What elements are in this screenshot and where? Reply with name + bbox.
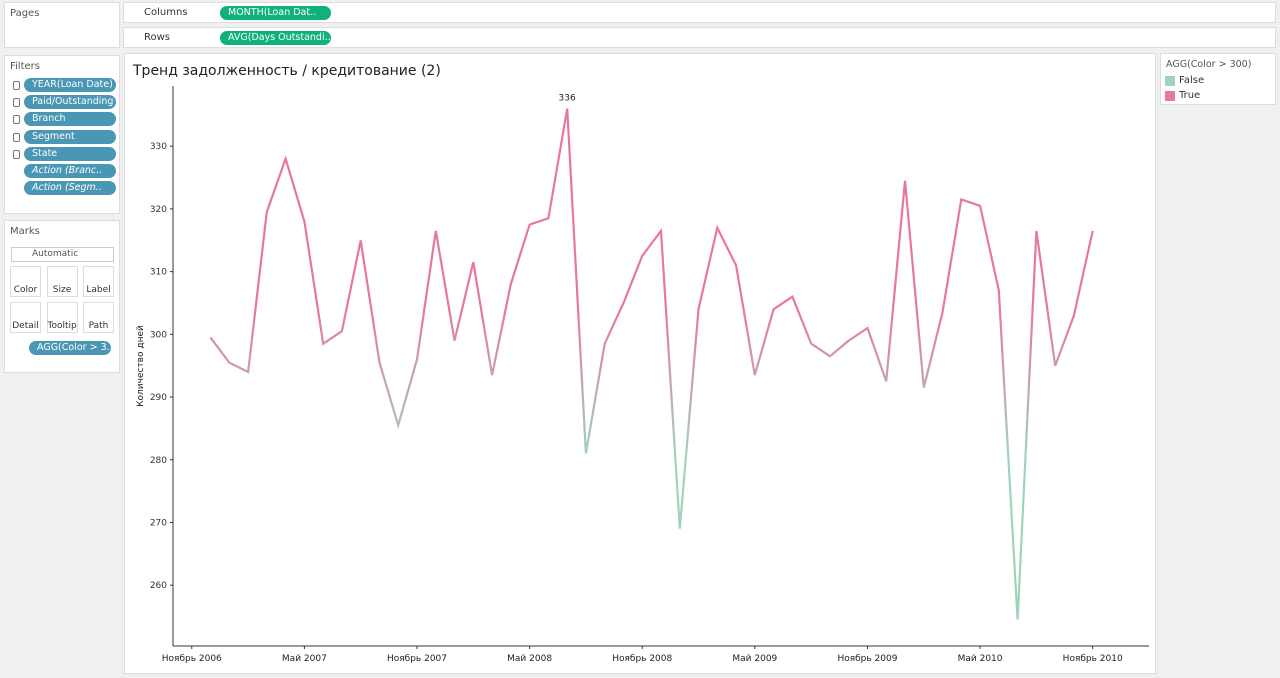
legend-title: AGG(Color > 300) <box>1166 59 1252 70</box>
marks-pill[interactable]: AGG(Color > 3.. <box>29 341 111 355</box>
legend-swatch <box>1165 76 1175 86</box>
y-tick-label: 310 <box>150 268 167 278</box>
filter-pill[interactable]: State <box>24 146 116 161</box>
rows-pill[interactable]: AVG(Days Outstandi.. <box>220 31 331 45</box>
data-line <box>209 108 1094 620</box>
y-tick-label: 330 <box>150 142 167 152</box>
pages-title: Pages <box>10 8 40 19</box>
legend-panel: AGG(Color > 300) False True <box>1160 53 1276 105</box>
x-tick-label: Май 2010 <box>958 654 1003 664</box>
filter-icon <box>13 81 20 90</box>
legend-swatch <box>1165 91 1175 101</box>
columns-shelf: Columns MONTH(Loan Dat.. <box>123 2 1276 23</box>
filter-icon <box>13 149 20 159</box>
mark-button[interactable]: Tooltip <box>46 302 78 333</box>
x-tick-label: Ноябрь 2006 <box>162 654 222 664</box>
y-tick-label: 280 <box>150 456 167 466</box>
pages-panel: Pages <box>4 2 120 48</box>
y-axis-label: Количество дней <box>136 325 146 407</box>
marks-panel: Marks Automatic AGG(Color > 3.. Color Siz… <box>4 220 120 373</box>
filter-pill[interactable]: Action (Branc.. <box>24 164 116 178</box>
filter-icon <box>13 98 20 108</box>
legend-label: False <box>1179 75 1205 86</box>
mark-button[interactable]: Size <box>46 266 78 297</box>
x-tick-label: Май 2009 <box>732 654 777 664</box>
filter-icon <box>13 115 20 125</box>
mark-button[interactable]: Detail <box>10 302 41 333</box>
mark-button[interactable]: Label <box>83 266 114 297</box>
filter-pill[interactable]: YEAR(Loan Date) <box>24 78 116 92</box>
x-tick-label: Ноябрь 2008 <box>612 654 672 664</box>
y-tick-label: 300 <box>150 330 167 340</box>
columns-label: Columns <box>144 7 188 18</box>
rows-shelf: Rows AVG(Days Outstandi.. <box>123 27 1276 48</box>
filter-pill[interactable]: Paid/Outstanding <box>24 95 116 110</box>
marks-title: Marks <box>10 226 40 237</box>
y-tick-label: 260 <box>150 581 167 591</box>
y-tick-label: 320 <box>150 205 167 215</box>
mark-button[interactable]: Color <box>10 266 41 297</box>
columns-pill[interactable]: MONTH(Loan Dat.. <box>220 6 331 20</box>
x-tick-label: Ноябрь 2009 <box>837 654 897 664</box>
rows-label: Rows <box>144 32 171 43</box>
mark-type-dropdown[interactable]: Automatic <box>11 247 114 262</box>
filter-pill[interactable]: Branch <box>24 112 116 127</box>
filters-title: Filters <box>10 61 40 72</box>
filter-pill[interactable]: Action (Segm.. <box>24 181 116 196</box>
mark-button[interactable]: Path <box>83 302 114 333</box>
chart: Тренд задолженность / кредитование (2) К… <box>132 63 1149 664</box>
x-tick-label: Май 2008 <box>507 654 552 664</box>
chart-title: Тренд задолженность / кредитование (2) <box>132 63 441 79</box>
filter-pill[interactable]: Segment <box>24 129 116 144</box>
x-tick-label: Ноябрь 2007 <box>387 654 447 664</box>
y-tick-label: 270 <box>150 518 167 528</box>
y-tick-label: 290 <box>150 393 167 403</box>
chart-panel: Тренд задолженность / кредитование (2) К… <box>124 53 1156 674</box>
x-tick-label: Ноябрь 2010 <box>1063 654 1123 664</box>
filters-panel: Filters YEAR(Loan Date) Paid/Outstanding B… <box>4 55 120 214</box>
x-tick-label: Май 2007 <box>282 654 327 664</box>
filter-icon <box>13 132 20 142</box>
legend-label: True <box>1179 90 1201 101</box>
data-label: 336 <box>559 94 576 104</box>
